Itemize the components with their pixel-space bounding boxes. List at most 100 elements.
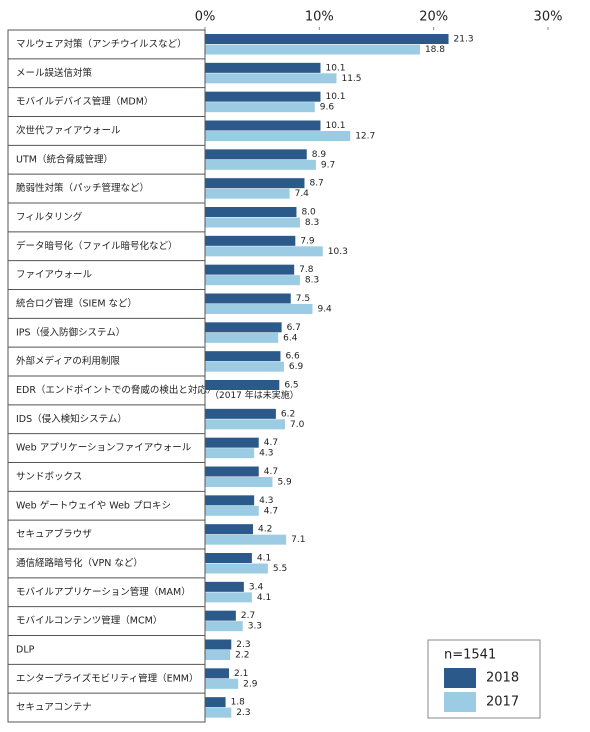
bar: [205, 188, 290, 199]
value-label: 10.1: [325, 63, 345, 73]
bar: [205, 581, 244, 592]
value-label: （2017 年は未実施）: [210, 389, 299, 401]
category-label: ファイアウォール: [16, 270, 93, 281]
category-label: Web ゲートウェイや Web プロキシ: [16, 499, 171, 511]
bar: [205, 34, 449, 44]
bar: [205, 293, 291, 304]
value-label: 7.9: [300, 236, 315, 246]
bar: [205, 149, 307, 160]
bar: [205, 131, 351, 141]
value-label: 2.1: [234, 669, 248, 679]
bar: [205, 505, 259, 516]
value-label: 2.2: [235, 651, 249, 661]
bar: [205, 495, 255, 506]
value-label: 6.6: [285, 352, 300, 362]
value-label: 8.9: [312, 150, 327, 160]
value-label: 6.2: [281, 409, 295, 419]
value-label: 10.3: [328, 247, 348, 257]
bar: [205, 466, 259, 477]
value-label: 9.6: [320, 103, 335, 113]
category-label: エンタープライズモビリティ管理（EMM）: [16, 672, 198, 684]
value-label: 7.0: [290, 420, 305, 430]
bar: [205, 697, 226, 708]
value-label: 6.5: [284, 381, 298, 391]
value-label: 10.1: [325, 92, 345, 102]
category-label: EDR（エンドポイントでの脅威の検出と対応）: [16, 384, 216, 396]
bar: [205, 477, 273, 487]
value-label: 8.7: [309, 179, 323, 189]
legend-swatch: [444, 668, 476, 688]
value-label: 7.8: [299, 265, 314, 275]
value-label: 6.4: [283, 333, 298, 343]
bar: [205, 534, 287, 545]
category-label: メール誤送信対策: [16, 67, 93, 79]
bar: [205, 610, 236, 621]
value-label: 7.4: [295, 189, 310, 199]
value-label: 9.4: [317, 305, 332, 315]
bar: [205, 361, 284, 372]
bar: [205, 707, 232, 718]
value-label: 4.3: [259, 496, 273, 506]
bar: [205, 235, 296, 246]
bar: [205, 408, 276, 419]
x-tick-label: 30%: [534, 10, 563, 25]
value-label: 3.3: [248, 622, 262, 632]
bar: [205, 264, 295, 275]
value-label: 11.5: [341, 74, 361, 84]
bar: [205, 437, 259, 448]
value-label: 8.3: [305, 218, 319, 228]
bar: [205, 44, 420, 55]
category-label: データ暗号化（ファイル暗号化など）: [16, 240, 178, 252]
category-label: 統合ログ管理（SIEM など）: [16, 297, 137, 309]
category-label: IPS（侵入防御システム）: [16, 326, 125, 338]
bar: [205, 592, 252, 603]
value-label: 9.7: [321, 160, 335, 170]
bar: [205, 120, 321, 131]
bar: [205, 217, 300, 228]
bar: [205, 639, 232, 650]
legend-swatch: [444, 692, 476, 712]
bar: [205, 246, 323, 257]
category-label: モバイルデバイス管理（MDM）: [16, 96, 153, 108]
bar: [205, 207, 297, 217]
bar: [205, 563, 268, 574]
x-tick-label: 20%: [419, 10, 448, 25]
bar: [205, 419, 286, 430]
bar: [205, 73, 337, 84]
value-label: 4.3: [259, 449, 273, 459]
category-label: UTM（統合脅威管理）: [16, 153, 113, 165]
x-tick-label: 0%: [195, 10, 216, 25]
value-label: 4.1: [257, 554, 271, 564]
category-label: Web アプリケーションファイアウォール: [16, 443, 192, 454]
bar: [205, 650, 231, 660]
bar: [205, 678, 239, 689]
bar: [205, 275, 300, 286]
bar: [205, 332, 279, 343]
bar: [205, 553, 252, 563]
value-label: 12.7: [355, 132, 375, 142]
value-label: 6.9: [289, 362, 304, 372]
bar: [205, 668, 230, 679]
legend-label: 2018: [486, 671, 519, 686]
bar: [205, 178, 305, 189]
category-label: IDS（侵入検知システム）: [16, 413, 127, 425]
x-tick-label: 10%: [305, 10, 334, 25]
bar: [205, 62, 321, 73]
value-label: 4.1: [257, 593, 271, 603]
value-label: 6.7: [287, 323, 301, 333]
value-label: 4.7: [264, 438, 278, 448]
bar: [205, 621, 243, 632]
value-label: 4.7: [264, 467, 278, 477]
bar: [205, 159, 316, 170]
category-label: モバイルコンテンツ管理（MCM）: [16, 615, 162, 627]
bar: [205, 524, 254, 535]
bar: [205, 322, 282, 333]
legend-title: n=1541: [444, 648, 496, 663]
bar: [205, 380, 280, 390]
bar: [205, 351, 281, 362]
category-label: サンドボックス: [16, 471, 82, 482]
value-label: 2.7: [241, 611, 255, 621]
value-label: 1.8: [231, 698, 246, 708]
category-label: 脆弱性対策（パッチ管理など）: [16, 182, 149, 194]
